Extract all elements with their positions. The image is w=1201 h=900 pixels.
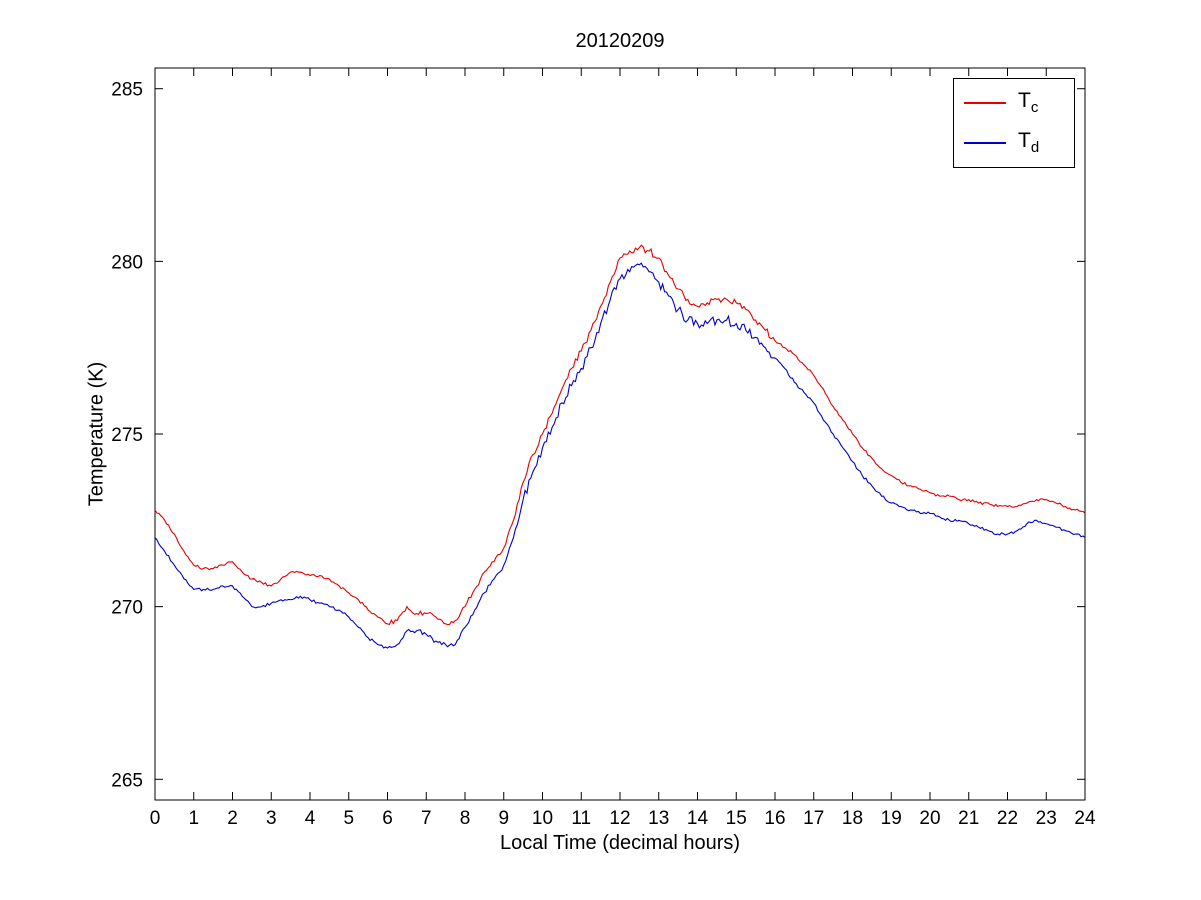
x-axis-label: Local Time (decimal hours) <box>499 832 741 854</box>
x-tick-label: 24 <box>1074 808 1096 829</box>
series-line-T_d <box>154 262 1086 649</box>
legend-line-swatch-tc <box>964 102 1006 104</box>
x-tick-label: 16 <box>764 808 785 829</box>
x-tick-label: 10 <box>532 808 553 829</box>
x-tick-label: 3 <box>266 808 277 829</box>
x-tick-label: 15 <box>726 808 747 829</box>
x-tick-label: 17 <box>803 808 824 829</box>
legend: Tc Td <box>953 78 1075 168</box>
legend-label-td: Td <box>1018 130 1039 155</box>
x-tick-label: 6 <box>382 808 393 829</box>
x-tick-label: 9 <box>498 808 509 829</box>
legend-label-td-sub: d <box>1030 139 1040 157</box>
chart-title: 20120209 <box>575 30 665 52</box>
x-tick-label: 12 <box>609 808 630 829</box>
legend-label-tc-main: T <box>1018 89 1031 113</box>
x-tick-label: 5 <box>343 808 354 829</box>
x-tick-label: 1 <box>188 808 199 829</box>
x-tick-label: 2 <box>227 808 238 829</box>
axes-box <box>154 67 1086 801</box>
x-tick-label: 21 <box>958 808 979 829</box>
x-tick-label: 11 <box>571 808 591 829</box>
legend-label-tc: Tc <box>1018 90 1038 115</box>
y-tick-label: 285 <box>111 80 143 101</box>
legend-row-td: Td <box>954 125 1074 161</box>
x-tick-label: 7 <box>421 808 432 829</box>
x-tick-label: 14 <box>687 808 709 829</box>
y-tick-label: 275 <box>111 425 143 446</box>
x-tick-label: 0 <box>150 808 161 829</box>
x-tick-label: 22 <box>997 808 1018 829</box>
x-tick-label: 20 <box>919 808 940 829</box>
y-tick-label: 270 <box>111 598 143 619</box>
x-tick-label: 13 <box>648 808 669 829</box>
legend-line-swatch-td <box>964 142 1006 144</box>
series-line-T_c <box>154 244 1086 626</box>
y-tick-label: 280 <box>111 252 143 273</box>
y-tick-label: 265 <box>111 770 143 791</box>
legend-row-tc: Tc <box>954 85 1074 121</box>
legend-label-td-main: T <box>1018 129 1031 153</box>
legend-label-tc-sub: c <box>1030 99 1039 117</box>
x-tick-label: 18 <box>842 808 863 829</box>
x-tick-label: 4 <box>305 808 316 829</box>
x-tick-label: 19 <box>881 808 902 829</box>
x-tick-label: 23 <box>1036 808 1057 829</box>
x-tick-label: 8 <box>460 808 471 829</box>
